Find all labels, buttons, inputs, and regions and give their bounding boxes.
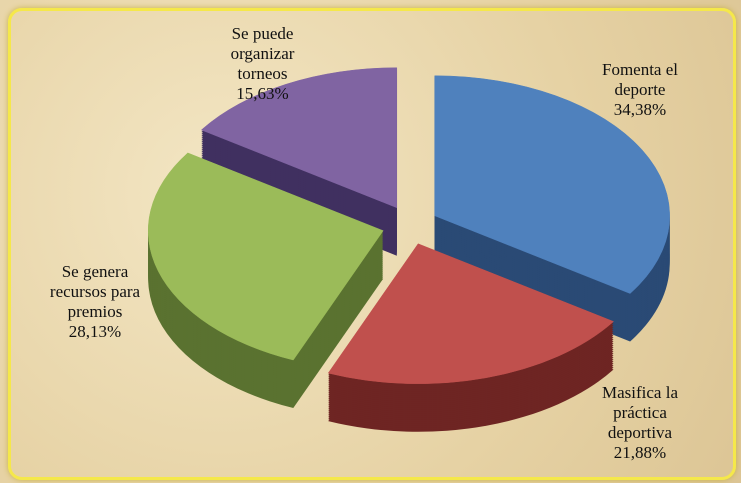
slice — [434, 75, 670, 294]
chart-border — [8, 8, 736, 480]
category-label: Masifica la práctica deportiva — [602, 383, 678, 442]
value-label: 34,38% — [613, 100, 667, 119]
value-label: 15,63% — [236, 84, 289, 103]
category-label: Fomenta el deporte — [601, 60, 678, 99]
slice — [327, 243, 615, 384]
slice-label: Masifica la práctica deportiva 21,88% — [575, 383, 705, 463]
slice-label: Fomenta el deporte 34,38% — [565, 60, 715, 120]
slice — [200, 67, 398, 209]
category-label: Se puede organizar torneos — [230, 24, 295, 83]
value-label: 28,13% — [68, 322, 122, 341]
value-label: 21,88% — [613, 443, 667, 462]
category-label: Se genera recursos para premios — [49, 262, 141, 321]
slice-label: Se puede organizar torneos 15,63% — [205, 24, 320, 104]
slice — [147, 152, 384, 361]
slice-label: Se genera recursos para premios 28,13% — [25, 262, 165, 342]
